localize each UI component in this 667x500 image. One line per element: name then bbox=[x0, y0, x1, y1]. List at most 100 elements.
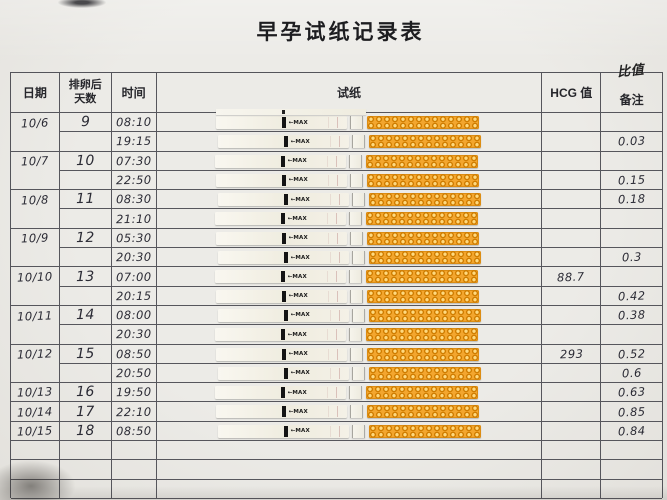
hcg-value: 293 bbox=[559, 346, 584, 362]
strip-handle-pattern bbox=[365, 154, 478, 168]
control-line-faint bbox=[338, 136, 341, 148]
ratio-value: 0.18 bbox=[617, 191, 646, 207]
table-row: 20:30 ←MAX bbox=[11, 325, 663, 345]
table-row: 10/9 12 05:30 ←MAX bbox=[11, 228, 663, 249]
control-line-faint bbox=[336, 117, 339, 128]
paper-corner-shadow bbox=[0, 460, 76, 500]
control-line-faint bbox=[338, 194, 341, 206]
strip-tab bbox=[351, 251, 365, 265]
test-line-faint bbox=[329, 136, 331, 148]
time-value: 19:15 bbox=[115, 134, 152, 149]
strip-tab bbox=[348, 154, 362, 168]
table-row: 10/8 11 08:30 ←MAX 0.18 bbox=[11, 190, 663, 210]
date-value: 10/13 bbox=[16, 384, 53, 400]
max-marker bbox=[280, 155, 285, 167]
control-line-faint bbox=[335, 329, 338, 341]
test-strip: ←MAX bbox=[159, 190, 544, 208]
time-value: 22:50 bbox=[115, 172, 152, 188]
test-line-faint bbox=[326, 387, 328, 399]
time-value: 08:30 bbox=[115, 192, 152, 207]
time-value: 07:00 bbox=[115, 269, 152, 284]
strip-tab bbox=[348, 212, 362, 226]
table-row: 10/6 9 08:10 ←MAX bbox=[11, 108, 663, 133]
control-line-faint bbox=[338, 367, 341, 379]
date-value: 10/9 bbox=[20, 230, 50, 246]
handwritten-ratio-annotation: 比值 bbox=[616, 62, 646, 81]
max-label: ←MAX bbox=[288, 235, 308, 242]
max-label: ←MAX bbox=[287, 215, 307, 222]
max-label: ←MAX bbox=[290, 138, 310, 145]
table-row: 20:15 ←MAX 0.42 bbox=[11, 286, 663, 306]
strip-tab bbox=[349, 347, 363, 361]
test-strip: ←MAX bbox=[157, 229, 542, 247]
strip-tab bbox=[349, 231, 363, 245]
record-table: 日期 排卵后 天数 时间 试纸 HCG 值 比值 备注 10/6 9 08:10… bbox=[10, 63, 663, 499]
hcg-value: 88.7 bbox=[557, 269, 586, 284]
control-line-faint bbox=[335, 271, 338, 283]
strip-body: ←MAX bbox=[217, 366, 349, 380]
max-label: ←MAX bbox=[287, 273, 307, 280]
strip-body: ←MAX bbox=[217, 135, 349, 149]
test-line-faint bbox=[327, 117, 329, 128]
strip-handle-pattern bbox=[365, 328, 478, 342]
table-row: 10/10 13 07:00 ←MAX 88.7 bbox=[11, 267, 663, 287]
table-row: 10/7 10 07:30 ←MAX bbox=[11, 151, 663, 171]
control-line-faint bbox=[336, 174, 339, 186]
table-row: 10/13 16 19:50 ←MAX 0.63 bbox=[11, 383, 663, 403]
strip-tab bbox=[351, 135, 365, 149]
max-marker bbox=[281, 109, 285, 114]
max-marker bbox=[281, 406, 286, 418]
date-value: 10/15 bbox=[16, 423, 53, 439]
control-line-faint bbox=[335, 213, 338, 225]
strip-handle-pattern bbox=[368, 135, 481, 149]
date-value: 10/11 bbox=[16, 307, 53, 324]
strip-handle-pattern bbox=[368, 424, 481, 438]
strip-handle-pattern bbox=[368, 193, 481, 207]
strip-handle-pattern bbox=[365, 270, 478, 284]
test-strip: ←MAX bbox=[157, 402, 542, 420]
max-marker bbox=[283, 252, 288, 264]
strip-tab bbox=[351, 424, 365, 438]
date-value: 10/7 bbox=[20, 153, 50, 169]
partial-strip-sliver bbox=[215, 108, 366, 115]
test-line-faint bbox=[329, 309, 331, 321]
date-value: 10/12 bbox=[16, 346, 53, 362]
strip-body: ←MAX bbox=[214, 154, 346, 168]
max-marker bbox=[283, 425, 288, 437]
strip-handle-pattern bbox=[366, 173, 479, 187]
max-marker bbox=[281, 348, 286, 360]
strip-tab bbox=[348, 270, 362, 284]
table-row: 10/11 14 08:00 ←MAX 0.38 bbox=[11, 305, 663, 326]
max-label: ←MAX bbox=[290, 196, 310, 203]
max-label: ←MAX bbox=[290, 370, 310, 377]
test-line-faint bbox=[329, 425, 331, 437]
time-value: 20:30 bbox=[115, 249, 152, 265]
days-value: 14 bbox=[75, 306, 95, 324]
table-row: 10/12 15 08:50 ←MAX 293 0.52 bbox=[11, 344, 663, 364]
header-time: 时间 bbox=[111, 73, 157, 113]
strip-handle-pattern bbox=[366, 116, 479, 129]
time-value: 21:10 bbox=[115, 211, 152, 226]
test-strip: ←MAX bbox=[156, 325, 541, 343]
control-line-faint bbox=[338, 309, 341, 321]
time-value: 08:10 bbox=[115, 114, 152, 130]
control-line-faint bbox=[338, 252, 341, 264]
strip-handle-pattern bbox=[365, 386, 478, 400]
strip-body: ←MAX bbox=[215, 231, 347, 245]
strip-tab bbox=[348, 386, 362, 400]
max-label: ←MAX bbox=[287, 331, 307, 338]
empty-table-row bbox=[11, 441, 663, 461]
strip-handle-pattern bbox=[365, 212, 478, 226]
days-value: 10 bbox=[75, 152, 95, 169]
test-strip: ←MAX bbox=[159, 422, 544, 440]
date-value: 10/14 bbox=[16, 403, 53, 420]
max-label: ←MAX bbox=[288, 119, 308, 126]
max-label: ←MAX bbox=[288, 177, 308, 184]
strip-handle-pattern bbox=[366, 347, 479, 361]
test-strip: ←MAX bbox=[157, 171, 542, 189]
ratio-value: 0.85 bbox=[617, 404, 646, 420]
max-marker bbox=[283, 136, 288, 148]
strip-body: ←MAX bbox=[214, 212, 346, 226]
max-marker bbox=[283, 194, 288, 206]
